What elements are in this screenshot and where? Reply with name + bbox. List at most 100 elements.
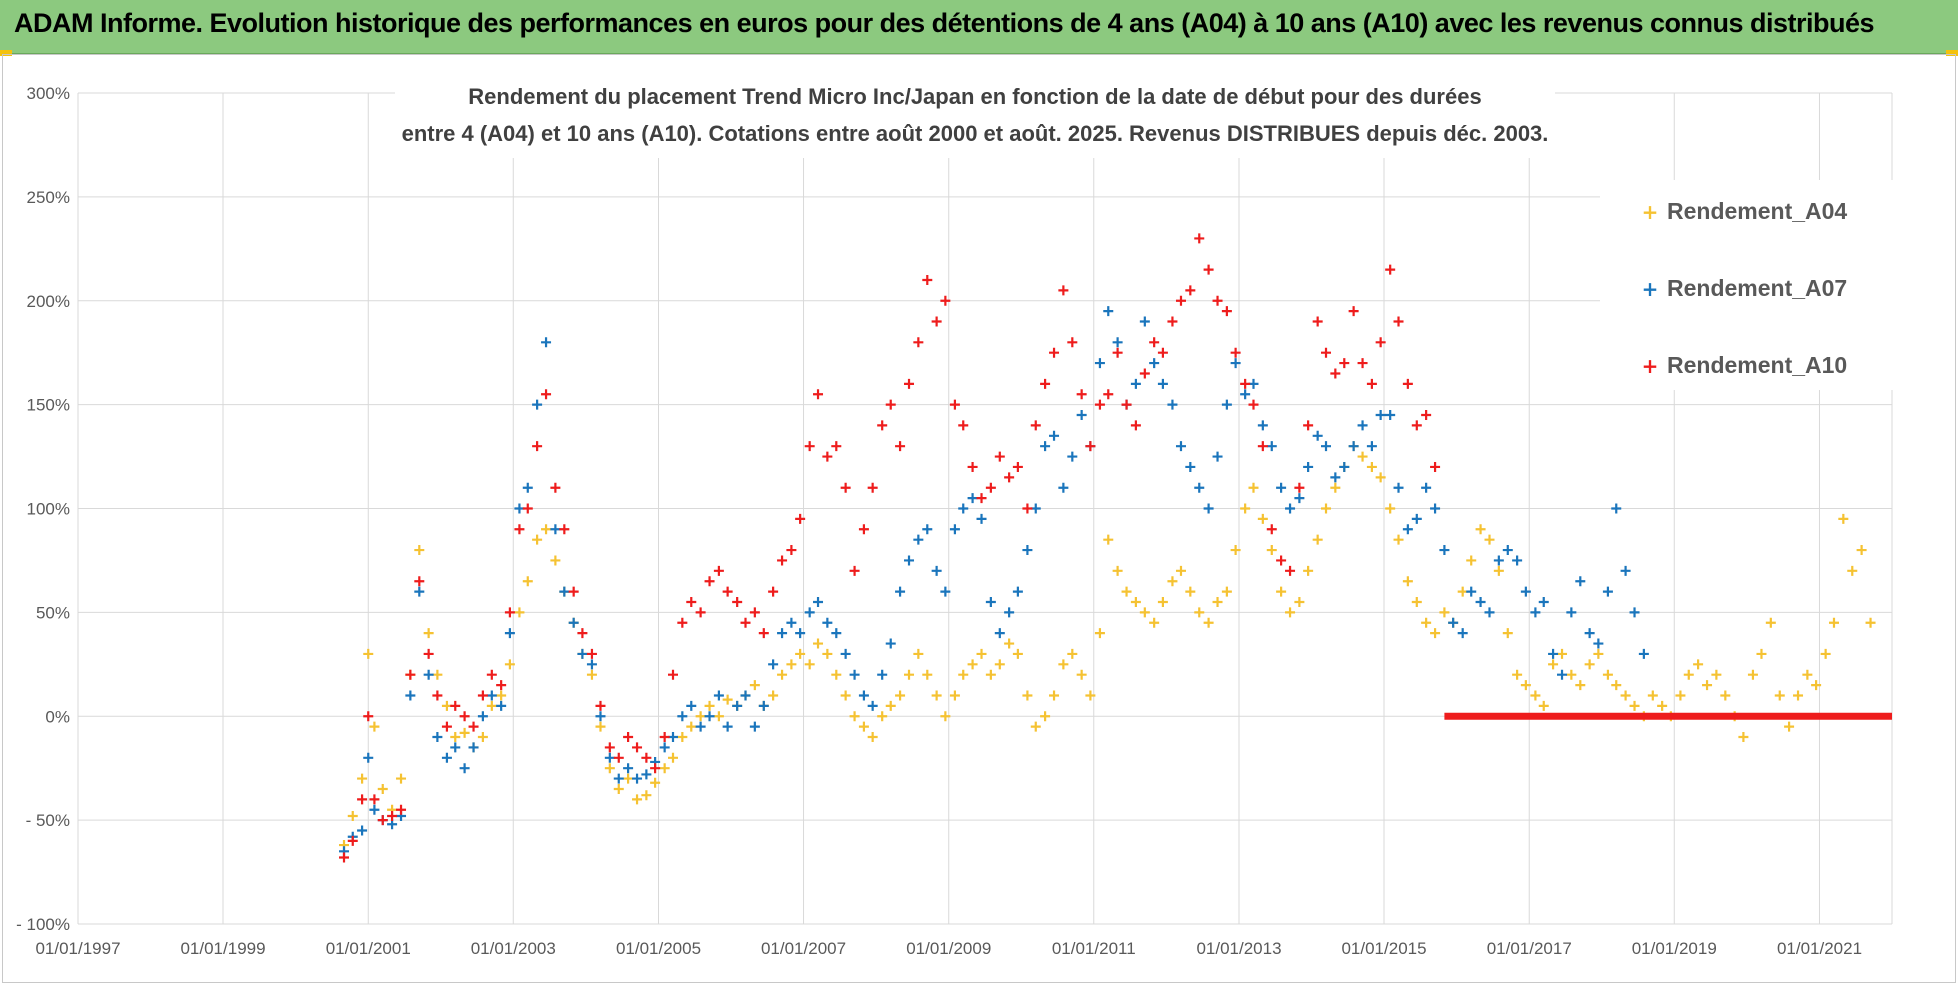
data-point — [604, 763, 615, 774]
data-point — [486, 690, 497, 701]
data-point — [1339, 358, 1350, 369]
data-point — [1294, 596, 1305, 607]
data-point — [1058, 482, 1069, 493]
data-point — [667, 752, 678, 763]
data-point — [994, 451, 1005, 462]
data-point — [1175, 565, 1186, 576]
data-point — [1194, 233, 1205, 244]
data-point — [363, 752, 374, 763]
data-point — [667, 732, 678, 743]
y-tick-label: - 100% — [16, 915, 70, 934]
data-point — [1593, 638, 1604, 649]
data-point — [659, 742, 670, 753]
data-point — [895, 586, 906, 597]
data-point — [1076, 389, 1087, 400]
data-point — [940, 586, 951, 597]
x-tick-label: 01/01/2019 — [1632, 939, 1717, 958]
data-point — [450, 700, 461, 711]
data-point — [1620, 690, 1631, 701]
data-point — [1638, 648, 1649, 659]
data-point — [1266, 524, 1277, 535]
data-point — [1393, 482, 1404, 493]
data-point — [1484, 607, 1495, 618]
data-point — [1720, 690, 1731, 701]
y-tick-label: 300% — [27, 84, 70, 103]
data-point — [904, 669, 915, 680]
data-point — [1049, 430, 1060, 441]
data-point — [1139, 316, 1150, 327]
data-point — [904, 378, 915, 389]
data-point — [967, 493, 978, 504]
title-background — [395, 74, 1555, 158]
data-point — [532, 399, 543, 410]
x-tick-label: 01/01/2003 — [471, 939, 556, 958]
x-tick-label: 01/01/2017 — [1487, 939, 1572, 958]
x-axis-tick-labels: 01/01/1997 01/01/1999 01/01/2001 01/01/2003… — [35, 939, 1862, 958]
data-point — [369, 794, 380, 805]
x-tick-label: 01/01/2009 — [906, 939, 991, 958]
corner-marker-right — [1946, 50, 1958, 56]
data-point — [877, 669, 888, 680]
data-point — [749, 680, 760, 691]
data-point — [559, 524, 570, 535]
data-point — [1538, 700, 1549, 711]
data-point — [858, 690, 869, 701]
data-point — [804, 659, 815, 670]
data-point — [1321, 347, 1332, 358]
data-point — [1502, 628, 1513, 639]
data-point — [1294, 493, 1305, 504]
data-point — [1402, 524, 1413, 535]
data-point — [786, 545, 797, 556]
data-point — [722, 586, 733, 597]
data-point — [1375, 410, 1386, 421]
data-point — [922, 274, 933, 285]
data-point — [758, 628, 769, 639]
data-point — [885, 700, 896, 711]
data-point — [1030, 721, 1041, 732]
data-point — [1240, 503, 1251, 514]
data-point — [405, 690, 416, 701]
data-point — [641, 790, 652, 801]
data-point — [1439, 545, 1450, 556]
x-tick-label: 01/01/2007 — [761, 939, 846, 958]
data-point — [677, 732, 688, 743]
data-point — [432, 690, 443, 701]
data-point — [1257, 420, 1268, 431]
data-point — [686, 596, 697, 607]
data-point — [1139, 368, 1150, 379]
data-point — [1303, 565, 1314, 576]
data-point — [1520, 586, 1531, 597]
data-point — [1185, 461, 1196, 472]
data-point — [994, 659, 1005, 670]
data-point — [1457, 628, 1468, 639]
data-point — [1375, 337, 1386, 348]
data-point — [1094, 399, 1105, 410]
data-point — [1022, 545, 1033, 556]
data-point — [595, 700, 606, 711]
data-point — [1139, 607, 1150, 618]
chart-grid — [77, 92, 1893, 925]
data-point — [695, 607, 706, 618]
data-point — [577, 628, 588, 639]
data-point — [377, 815, 388, 826]
data-point — [347, 835, 358, 846]
data-point — [1022, 690, 1033, 701]
corner-marker-left — [0, 50, 12, 56]
data-point — [1012, 586, 1023, 597]
data-point — [496, 690, 507, 701]
data-point — [1194, 607, 1205, 618]
data-point — [405, 669, 416, 680]
data-point — [363, 711, 374, 722]
data-point — [1149, 337, 1160, 348]
data-point — [1049, 690, 1060, 701]
chart-title-line-2: entre 4 (A04) et 10 ans (A10). Cotations… — [402, 121, 1549, 146]
data-point — [713, 565, 724, 576]
data-point — [504, 659, 515, 670]
data-point — [1040, 378, 1051, 389]
data-point — [1584, 628, 1595, 639]
data-point — [1421, 482, 1432, 493]
data-point — [1076, 669, 1087, 680]
data-point — [858, 721, 869, 732]
data-point — [1620, 565, 1631, 576]
data-point — [1366, 441, 1377, 452]
